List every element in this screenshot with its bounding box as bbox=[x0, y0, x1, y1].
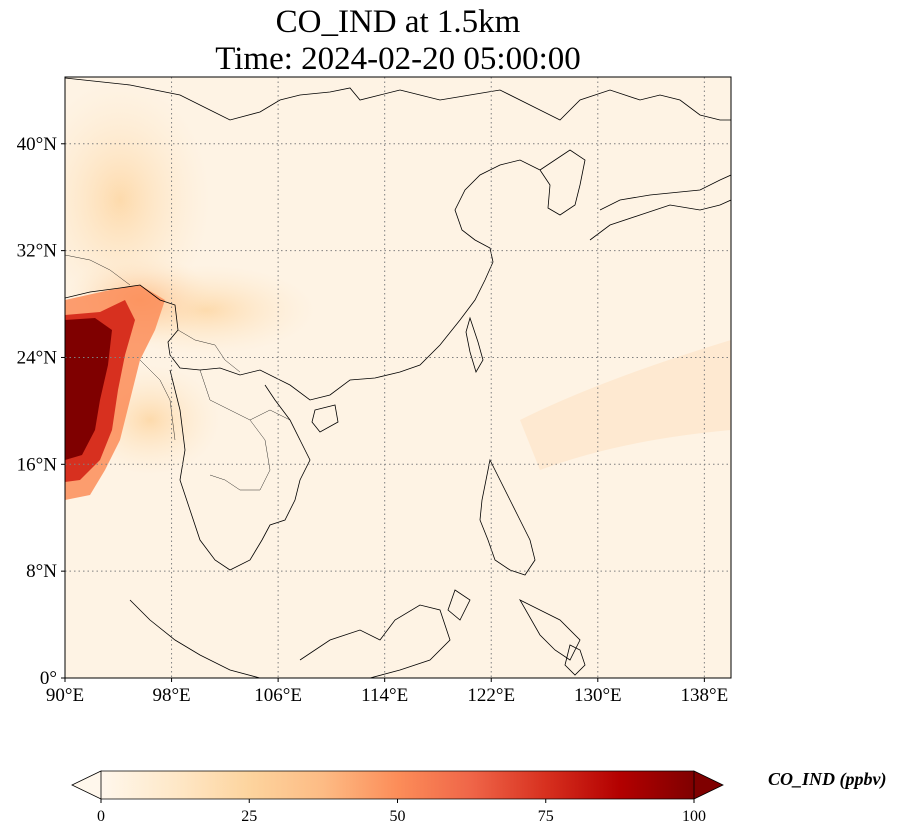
x-tick-label: 98°E bbox=[152, 685, 190, 706]
country-borders bbox=[65, 254, 301, 491]
colorbar-ticks: 0 25 50 75 100 bbox=[97, 799, 706, 825]
colorbar-tick-label: 100 bbox=[682, 808, 706, 825]
gridlines bbox=[65, 77, 731, 678]
y-tick-label: 32°N bbox=[17, 241, 58, 262]
colorbar-tick-label: 0 bbox=[97, 808, 105, 825]
x-tick-label: 106°E bbox=[254, 685, 302, 706]
coastlines bbox=[65, 77, 731, 678]
longitude-ticks: 90°E 98°E 106°E 114°E 122°E 130°E 138°E bbox=[46, 678, 728, 706]
latitude-ticks: 0° 8°N 16°N 24°N 32°N 40°N bbox=[17, 134, 65, 689]
y-tick-label: 8°N bbox=[26, 561, 57, 582]
colorbar-label: CO_IND (ppbv) bbox=[768, 769, 887, 789]
x-tick-label: 122°E bbox=[467, 685, 515, 706]
colorbar-tick-label: 75 bbox=[538, 808, 554, 825]
colorbar-tick-label: 50 bbox=[390, 808, 406, 825]
map-frame bbox=[64, 76, 732, 679]
colorbar-max-extend bbox=[693, 770, 724, 800]
x-tick-label: 90°E bbox=[46, 685, 84, 706]
y-tick-label: 24°N bbox=[17, 347, 58, 368]
y-tick-label: 40°N bbox=[17, 134, 58, 155]
colorbar-gradient bbox=[101, 771, 694, 799]
colorbar: 0 25 50 75 100 bbox=[71, 770, 724, 825]
high-region-core bbox=[65, 318, 112, 460]
x-tick-label: 130°E bbox=[574, 685, 622, 706]
y-tick-label: 0° bbox=[40, 668, 57, 689]
y-tick-label: 16°N bbox=[17, 454, 58, 475]
x-tick-label: 114°E bbox=[361, 685, 408, 706]
map-title: CO_IND at 1.5km bbox=[275, 4, 521, 40]
x-tick-label: 138°E bbox=[681, 685, 729, 706]
map-subtitle-time: Time: 2024-02-20 05:00:00 bbox=[215, 41, 581, 77]
plume-ocean bbox=[520, 340, 731, 470]
colorbar-min-extend bbox=[71, 770, 102, 800]
concentration-field bbox=[65, 77, 731, 678]
colorbar-tick-label: 25 bbox=[241, 808, 257, 825]
